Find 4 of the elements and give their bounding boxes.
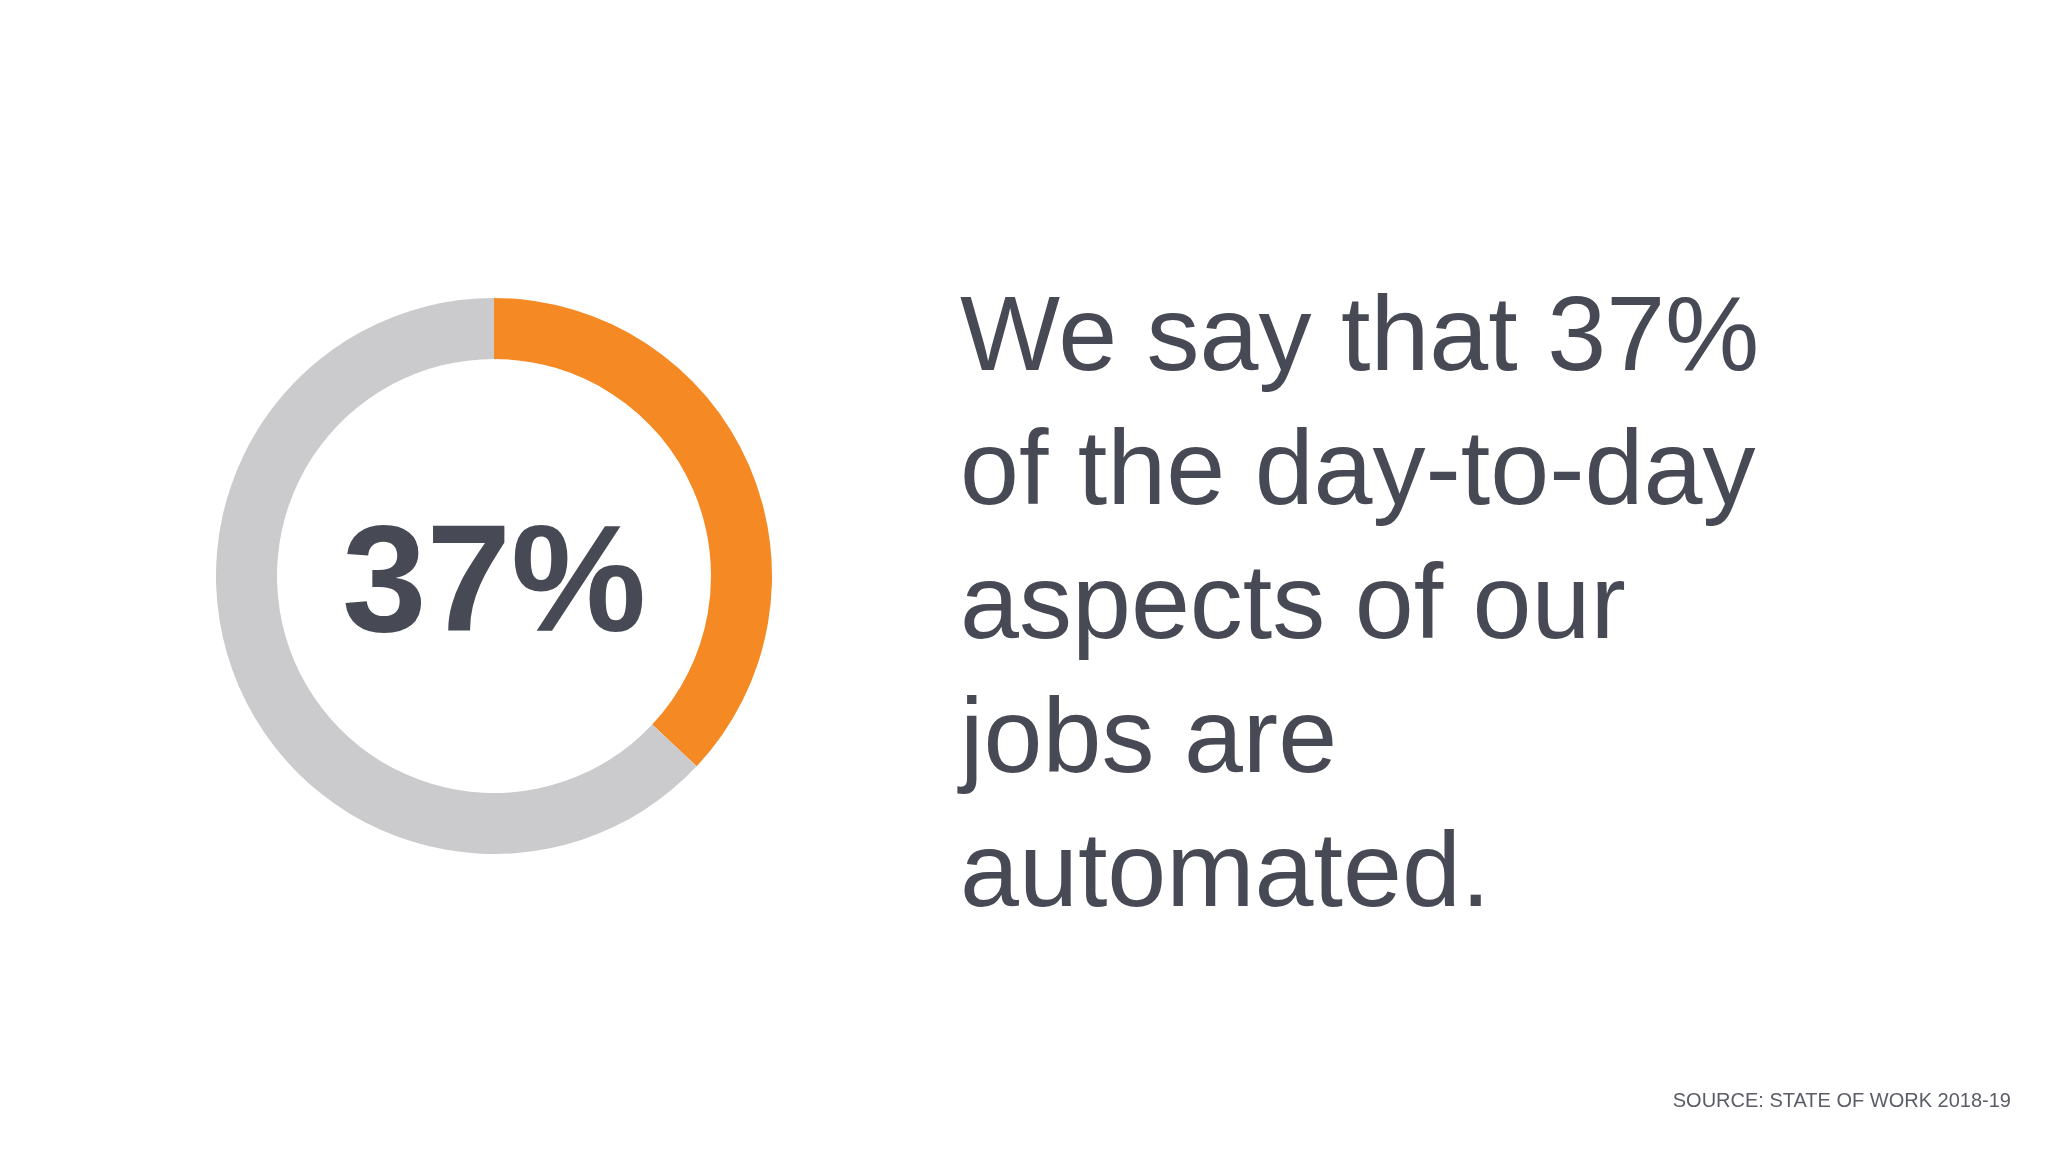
text: 37%	[341, 492, 647, 663]
source-note: SOURCE: STATE OF WORK 2018-19	[1672, 1089, 2011, 1111]
text: We say that 37% of the day-to-day aspects of our jobs are automated.	[957, 274, 1760, 928]
donut-slice	[216, 298, 697, 854]
